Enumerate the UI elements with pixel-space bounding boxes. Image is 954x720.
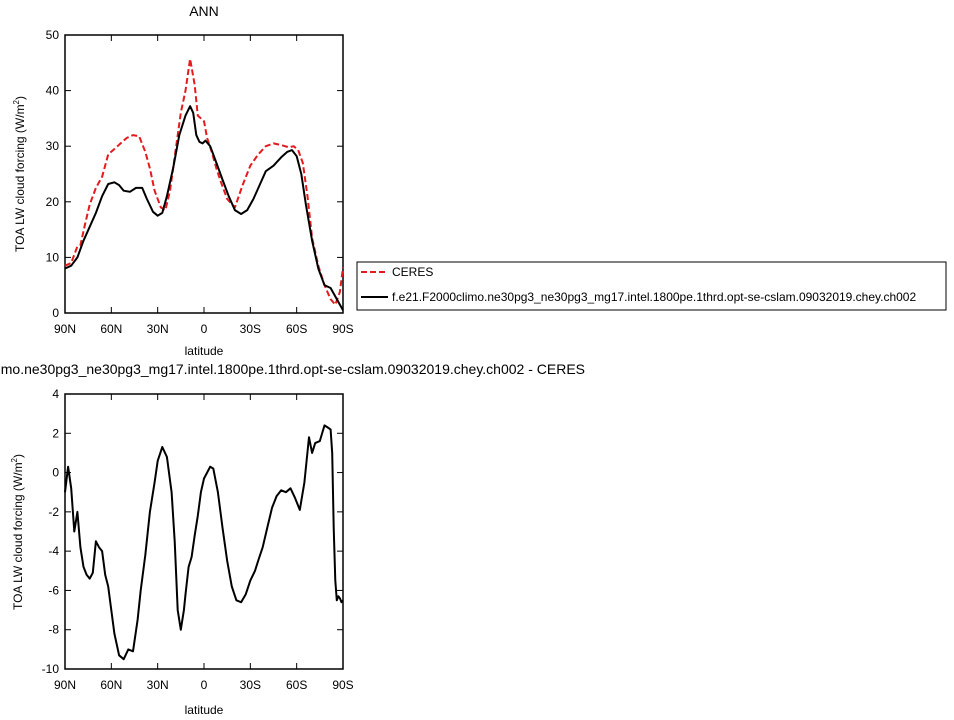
top-xtick-label-6: 90S bbox=[332, 322, 353, 336]
top-ytick-label-2: 20 bbox=[46, 195, 60, 209]
bottom-ytick-label-4: -2 bbox=[48, 505, 59, 519]
top-xtick-label-3: 0 bbox=[201, 322, 208, 336]
top-xtick-label-4: 30S bbox=[240, 322, 261, 336]
bottom-series-line-0 bbox=[64, 424, 344, 661]
top-xtick-label-1: 60N bbox=[100, 322, 122, 336]
top-y-ticks: 0 10 20 30 40 50 bbox=[46, 28, 343, 320]
bottom-xtick-label-1: 60N bbox=[100, 678, 122, 692]
legend-label-ceres: CERES bbox=[392, 265, 433, 279]
top-ytick-label-3: 30 bbox=[46, 139, 60, 153]
bottom-ytick-label-0: -10 bbox=[42, 662, 60, 676]
top-xtick-label-2: 30N bbox=[147, 322, 169, 336]
bottom-xtick-label-0: 90N bbox=[54, 678, 76, 692]
top-series-group bbox=[64, 57, 344, 311]
top-ytick-label-1: 10 bbox=[46, 250, 60, 264]
bottom-chart-title: f.e21.F2000climo.ne30pg3_ne30pg3_mg17.in… bbox=[0, 361, 585, 377]
bottom-xtick-label-3: 0 bbox=[201, 678, 208, 692]
bottom-ytick-label-2: -6 bbox=[48, 583, 59, 597]
top-y-axis-label: TOA LW cloud forcing (W/m2) bbox=[12, 96, 27, 252]
bottom-series-group bbox=[64, 424, 344, 661]
bottom-ytick-label-1: -8 bbox=[48, 623, 59, 637]
top-y-axis-label-tail: ) bbox=[13, 96, 27, 100]
bottom-y-axis-label-main: TOA LW cloud forcing (W/m bbox=[11, 462, 25, 610]
legend-frame bbox=[356, 261, 947, 311]
bottom-ytick-label-5: 0 bbox=[52, 466, 59, 480]
bottom-xtick-label-4: 30S bbox=[240, 678, 261, 692]
legend-label-model: f.e21.F2000climo.ne30pg3_ne30pg3_mg17.in… bbox=[392, 290, 916, 304]
legend: CERES f.e21.F2000climo.ne30pg3_ne30pg3_m… bbox=[356, 261, 947, 311]
top-panel: ANN 0 10 20 30 40 50 90N 60N 30N 0 30S 60S 90S lati… bbox=[12, 3, 354, 358]
bottom-x-ticks: 90N 60N 30N 0 30S 60S 90S bbox=[54, 394, 354, 692]
top-ytick-label-4: 40 bbox=[46, 84, 60, 98]
top-y-axis-label-main: TOA LW cloud forcing (W/m bbox=[13, 104, 27, 252]
bottom-plot-frame bbox=[64, 393, 344, 670]
top-x-axis-label: latitude bbox=[185, 344, 224, 358]
top-xtick-label-5: 60S bbox=[286, 322, 307, 336]
bottom-xtick-label-6: 90S bbox=[332, 678, 353, 692]
bottom-y-axis-label-tail: ) bbox=[11, 454, 25, 458]
bottom-ytick-label-7: 4 bbox=[52, 387, 59, 401]
top-ytick-label-0: 0 bbox=[52, 306, 59, 320]
bottom-x-axis-label: latitude bbox=[185, 703, 224, 717]
bottom-ytick-label-3: -4 bbox=[48, 544, 59, 558]
bottom-ytick-label-6: 2 bbox=[52, 426, 59, 440]
top-y-axis-label-sup: 2 bbox=[12, 99, 21, 104]
top-xtick-label-0: 90N bbox=[54, 322, 76, 336]
top-series-line-1 bbox=[64, 105, 344, 311]
bottom-xtick-label-2: 30N bbox=[147, 678, 169, 692]
top-series-line-0 bbox=[64, 57, 344, 306]
top-x-ticks: 90N 60N 30N 0 30S 60S 90S bbox=[54, 35, 354, 336]
bottom-y-axis-label-sup: 2 bbox=[10, 457, 19, 462]
bottom-y-ticks: -10 -8 -6 -4 -2 0 2 4 bbox=[42, 387, 343, 676]
bottom-xtick-label-5: 60S bbox=[286, 678, 307, 692]
top-ytick-label-5: 50 bbox=[46, 28, 60, 42]
top-chart-title: ANN bbox=[189, 3, 219, 19]
bottom-y-axis-label: TOA LW cloud forcing (W/m2) bbox=[10, 454, 25, 610]
bottom-panel: f.e21.F2000climo.ne30pg3_ne30pg3_mg17.in… bbox=[0, 361, 585, 717]
